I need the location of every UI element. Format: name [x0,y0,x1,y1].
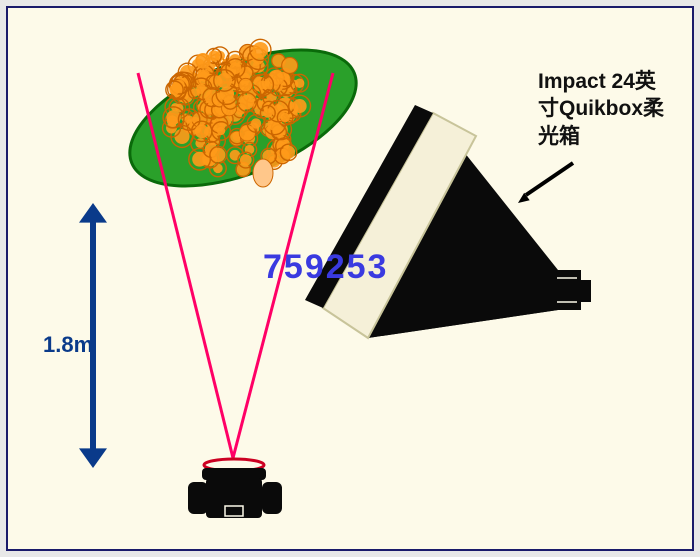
diagram-frame: 1.8m Impact 24英 寸Quikbox柔 光箱 759253 [6,6,694,551]
softbox-annotation: Impact 24英 寸Quikbox柔 光箱 [538,68,664,150]
annotation-line: 寸Quikbox柔 [538,97,664,120]
annotation-line: 光箱 [538,125,580,148]
watermark-text: 759253 [263,248,388,287]
distance-label: 1.8m [43,332,93,358]
subject-ear [253,159,273,187]
camera-icon [188,459,282,518]
annotation-arrow [518,163,573,203]
annotation-line: Impact 24英 [538,70,656,93]
